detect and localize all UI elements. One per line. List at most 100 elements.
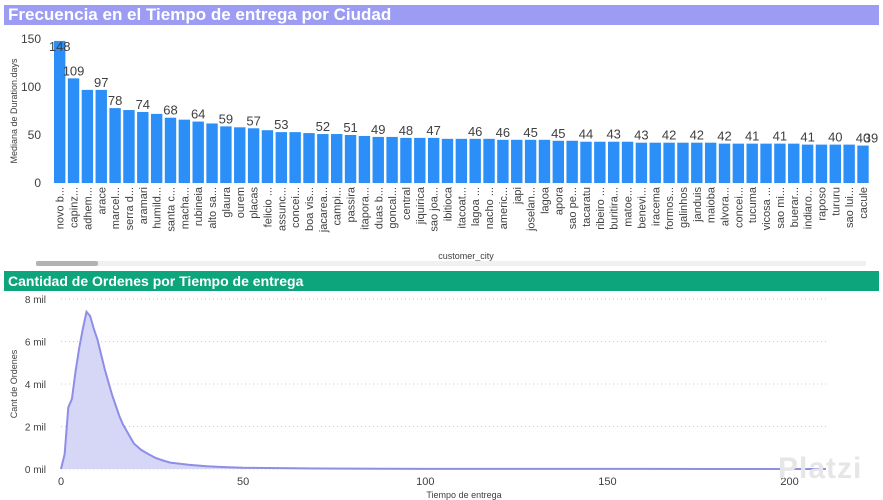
x-tick-label: boa vis... xyxy=(304,187,316,231)
data-label: 48 xyxy=(399,123,413,138)
area-fill xyxy=(61,312,826,469)
x-tick-label: raposo xyxy=(816,187,828,221)
bar xyxy=(359,136,370,183)
x-tick-label: rubineia xyxy=(193,186,205,226)
x-tick-label: galinhos xyxy=(678,187,690,228)
x-tick-label: sao joa... xyxy=(429,187,441,232)
x-axis-label: customer_city xyxy=(438,251,494,261)
bar-chart[interactable]: 0 50 100 150 Mediana de Duration.days 148 109 9… xyxy=(0,0,883,270)
x-tick-label: santa c... xyxy=(166,187,178,232)
data-label: 39 xyxy=(864,131,878,146)
horizontal-scrollbar[interactable] xyxy=(36,261,866,266)
bar xyxy=(137,112,148,183)
y-axis-label: Cant de Ordenes xyxy=(9,349,19,418)
y-tick-label: 150 xyxy=(21,32,41,46)
bar xyxy=(622,142,633,183)
x-tick-label: marcel... xyxy=(110,187,122,229)
bar xyxy=(331,134,342,183)
data-label: 53 xyxy=(274,117,288,132)
bar xyxy=(303,133,314,183)
x-tick-label: lagoa xyxy=(539,186,551,214)
x-tick-label: americ... xyxy=(498,187,510,229)
x-tick-label: felicio ... xyxy=(262,187,274,227)
x-tick-label: concei... xyxy=(290,187,302,228)
x-tick-label: sao mi... xyxy=(775,187,787,229)
x-tick-label: serra d... xyxy=(124,187,136,230)
x-tick-label: joselan... xyxy=(526,187,538,232)
x-tick-label: alto sa... xyxy=(207,187,219,229)
data-label: 44 xyxy=(579,127,593,142)
x-tick-label: campi... xyxy=(332,187,344,226)
bar xyxy=(497,140,508,183)
y-tick-label: 0 mil xyxy=(25,465,46,476)
x-tick-label: japi xyxy=(512,187,524,205)
bar xyxy=(733,144,744,183)
bar xyxy=(262,130,273,183)
x-tick-label: jiquirica xyxy=(415,186,427,225)
bar xyxy=(774,144,785,183)
data-label: 43 xyxy=(634,128,648,143)
bar xyxy=(677,143,688,183)
x-tick-label: ribeiro ... xyxy=(595,187,607,230)
bar xyxy=(636,143,647,183)
x-tick-label: novo b... xyxy=(55,187,67,229)
bar xyxy=(566,141,577,183)
bar xyxy=(123,110,134,183)
x-tick-label: indiaro... xyxy=(803,187,815,229)
x-tick-label: sao lui... xyxy=(844,187,856,228)
data-label: 45 xyxy=(523,125,537,140)
bar xyxy=(608,142,619,183)
bar xyxy=(165,118,176,183)
data-label: 78 xyxy=(108,93,122,108)
x-tick-label: itacoat... xyxy=(456,187,468,229)
x-tick-label: goncal... xyxy=(387,187,399,229)
bar xyxy=(857,146,868,183)
x-tick-label: arace xyxy=(96,187,108,215)
bar xyxy=(373,137,384,183)
y-tick-label: 0 xyxy=(34,176,41,190)
x-tick-label: 150 xyxy=(598,476,616,488)
scrollbar-thumb[interactable] xyxy=(36,261,98,266)
area-chart[interactable]: 0 mil 2 mil 4 mil 6 mil 8 mil 0 50 100 150 200 Can… xyxy=(0,270,883,500)
data-label: 41 xyxy=(745,129,759,144)
bar xyxy=(234,127,245,183)
data-label: 49 xyxy=(371,122,385,137)
x-tick-label: glaura xyxy=(221,186,233,217)
bar xyxy=(483,139,494,183)
platzi-watermark: Platzi xyxy=(778,452,862,486)
x-tick-label: humild... xyxy=(152,187,164,229)
x-tick-label: janduis xyxy=(692,187,704,223)
x-tick-label: lagoa ... xyxy=(470,187,482,226)
bar xyxy=(248,128,259,183)
bar xyxy=(442,139,453,183)
x-tick-label: tucuma xyxy=(747,186,759,223)
area-line xyxy=(61,312,826,469)
bar xyxy=(511,140,522,183)
x-tick-label: nacho ... xyxy=(484,187,496,229)
data-label: 43 xyxy=(606,127,620,142)
x-axis-label: Tiempo de entrega xyxy=(426,490,501,500)
bar xyxy=(760,144,771,183)
x-tick-label: assunc... xyxy=(276,187,288,231)
bar xyxy=(650,143,661,183)
bar xyxy=(151,114,162,183)
x-tick-label: tacaratu xyxy=(581,187,593,227)
x-tick-label: iracema xyxy=(650,186,662,226)
bar xyxy=(525,140,536,183)
bar xyxy=(594,142,605,183)
bar xyxy=(276,132,287,183)
x-tick-label: duas b... xyxy=(373,187,385,229)
data-label: 41 xyxy=(800,130,814,145)
y-tick-label: 6 mil xyxy=(25,338,46,349)
bar xyxy=(580,142,591,183)
bar xyxy=(345,135,356,183)
x-tick-label: passira xyxy=(346,186,358,222)
bar xyxy=(400,138,411,183)
bar xyxy=(553,141,564,183)
data-label: 52 xyxy=(316,119,330,134)
bar xyxy=(747,144,758,183)
bar xyxy=(456,139,467,183)
bar xyxy=(96,90,107,183)
y-tick-label: 8 mil xyxy=(25,295,46,306)
bar xyxy=(470,139,481,183)
